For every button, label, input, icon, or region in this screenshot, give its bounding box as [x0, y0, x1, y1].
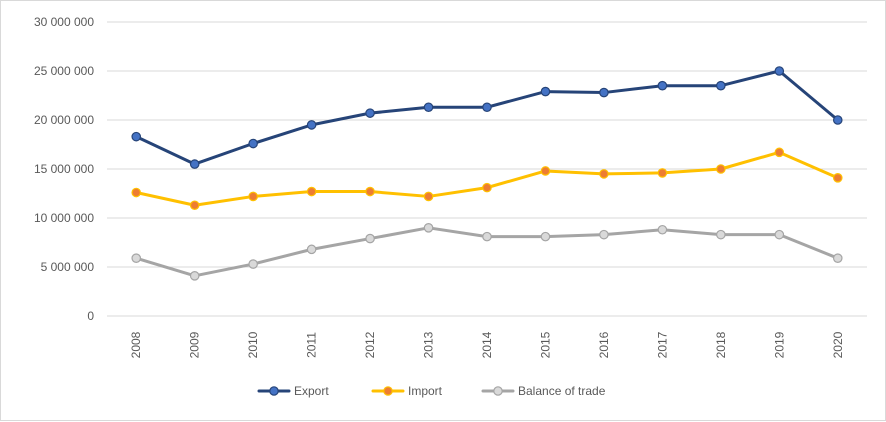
legend-label: Import: [408, 384, 443, 398]
x-tick-label: 2014: [480, 331, 494, 358]
export-point: [716, 80, 726, 91]
import-point: [832, 173, 843, 183]
x-tick-label: 2013: [422, 331, 436, 358]
import-point: [131, 187, 142, 198]
x-axis-ticks: 2008 2009 2010 2011 2012 2013 2014 2015 2016 2017…: [129, 331, 845, 358]
balance-of-trade-point: [599, 229, 609, 240]
y-axis-ticks: 0 5 000 000 10 000 000 15 000 000 20 000 000…: [34, 15, 94, 323]
legend-swatch-marker: [493, 386, 503, 396]
legend-label: Balance of trade: [518, 384, 606, 398]
balance-of-trade-point: [306, 244, 317, 255]
series-import: [131, 147, 843, 211]
import-point: [540, 166, 551, 176]
y-tick-label: 15 000 000: [34, 162, 94, 176]
balance-of-trade-point: [365, 233, 375, 244]
balance-of-trade-point: [540, 231, 551, 242]
balance-of-trade-point: [131, 253, 142, 263]
legend-item-balance-of-trade: Balance of trade: [481, 384, 606, 398]
x-tick-label: 2019: [772, 331, 786, 358]
legend-label: Export: [294, 384, 329, 398]
import-point: [365, 186, 375, 197]
x-tick-label: 2020: [831, 331, 845, 358]
legend-item-import: Import: [371, 384, 443, 398]
import-line: [134, 150, 840, 207]
balance-of-trade-point: [189, 271, 200, 281]
x-tick-label: 2016: [597, 331, 611, 358]
y-tick-label: 5 000 000: [41, 260, 95, 274]
x-tick-label: 2009: [188, 331, 202, 358]
x-tick-label: 2017: [655, 331, 669, 358]
series-group: [131, 66, 843, 281]
legend-swatch-marker: [269, 386, 279, 396]
export-point: [774, 66, 785, 76]
y-tick-label: 0: [87, 309, 94, 323]
series-export: [131, 66, 843, 169]
balance-of-trade-point: [832, 253, 843, 263]
balance-of-trade-point: [774, 229, 785, 240]
x-tick-label: 2008: [129, 331, 143, 358]
series-balance-of-trade: [131, 223, 843, 281]
y-tick-label: 10 000 000: [34, 211, 94, 225]
import-point: [774, 147, 785, 158]
balance-of-trade-point: [657, 224, 668, 235]
y-tick-label: 30 000 000: [34, 15, 94, 29]
x-tick-label: 2015: [538, 331, 552, 358]
legend: Export Import Balance of trade: [257, 384, 606, 398]
import-point: [248, 191, 258, 202]
balance-of-trade-point: [248, 259, 258, 269]
y-tick-label: 25 000 000: [34, 64, 94, 78]
import-point: [189, 200, 200, 211]
export-point: [306, 120, 317, 130]
import-point: [482, 182, 492, 193]
export-point: [540, 86, 551, 97]
x-tick-label: 2011: [305, 332, 319, 358]
export-point: [189, 159, 200, 169]
export-point: [832, 115, 843, 125]
export-point: [482, 102, 492, 113]
legend-swatch-marker: [383, 386, 393, 396]
x-tick-label: 2018: [714, 331, 728, 358]
x-tick-label: 2010: [246, 331, 260, 358]
export-line: [134, 69, 840, 166]
y-tick-label: 20 000 000: [34, 113, 94, 127]
legend-item-export: Export: [257, 384, 329, 398]
export-point: [423, 102, 434, 113]
balance-of-trade-point: [423, 223, 434, 233]
balance-of-trade-point: [482, 231, 492, 242]
export-point: [248, 138, 258, 149]
import-point: [599, 169, 609, 179]
export-point: [131, 131, 142, 142]
import-point: [657, 168, 668, 178]
import-point: [423, 191, 434, 202]
import-point: [716, 164, 726, 174]
import-point: [306, 186, 317, 197]
export-point: [657, 80, 668, 91]
balance-of-trade-point: [716, 229, 726, 240]
export-point: [599, 87, 609, 98]
x-tick-label: 2012: [363, 331, 377, 358]
export-point: [365, 108, 375, 118]
